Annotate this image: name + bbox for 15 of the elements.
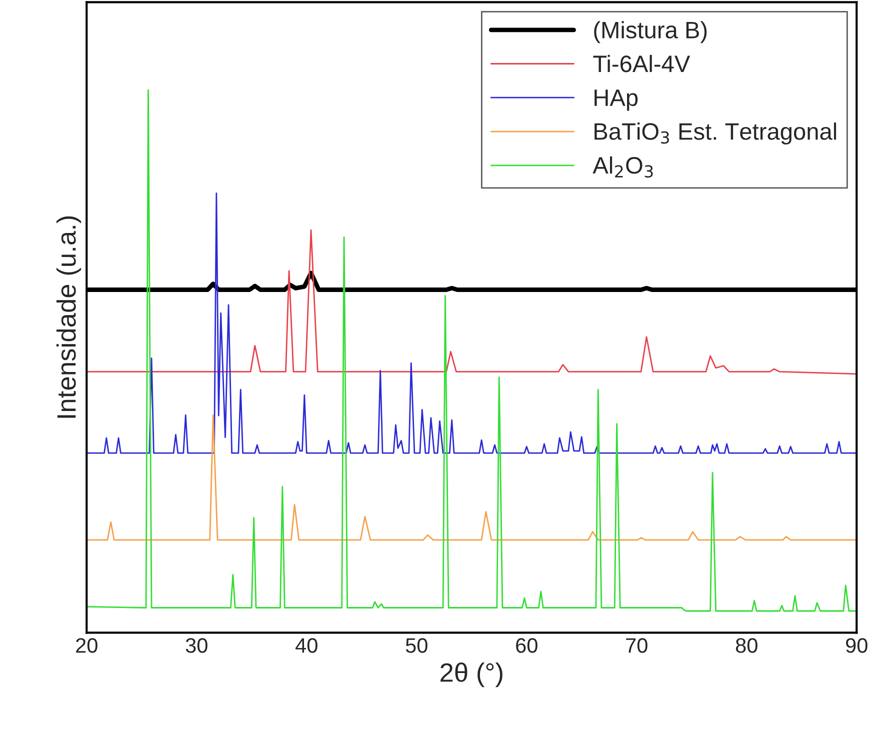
legend-label: BaTiO$_{3}$ Est. Tetragonal [594, 122, 836, 145]
legend-label: HAp [594, 90, 638, 111]
x-axis-title: 2θ (°) [440, 662, 502, 688]
x-tick-label: 70 [626, 638, 648, 653]
x-tick-label: 40 [296, 638, 318, 653]
x-tick-label: 50 [406, 638, 428, 653]
x-tick-label: 20 [76, 638, 98, 653]
legend-label: Ti-6Al-4V [593, 54, 690, 72]
x-tick-label: 90 [846, 638, 868, 653]
legend-label: Al$_{2}$O$_{3}$ [592, 156, 653, 178]
x-tick-label: 60 [516, 638, 538, 653]
y-axis-title: Intensidade (u.a.) [56, 216, 82, 418]
legend-label: (Mistura B) [594, 21, 707, 44]
x-tick-label: 80 [736, 638, 758, 653]
x-tick-label: 30 [186, 638, 208, 653]
